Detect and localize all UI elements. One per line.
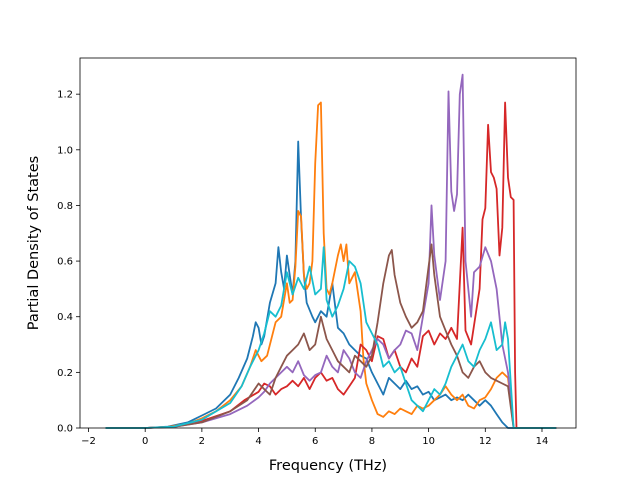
plot-area-frame <box>79 57 577 429</box>
x-tick-label: −2 <box>81 436 96 447</box>
y-tick-label: 1.0 <box>57 145 73 156</box>
y-tick-label: 1.2 <box>57 90 73 101</box>
y-tick-label: 0.4 <box>57 312 73 323</box>
y-tick-label: 0.6 <box>57 257 73 268</box>
y-tick-label: 0.0 <box>57 424 73 435</box>
x-tick-label: 12 <box>479 436 492 447</box>
x-tick-label: 2 <box>199 436 205 447</box>
y-tick-label: 0.2 <box>57 368 73 379</box>
x-tick-label: 8 <box>369 436 375 447</box>
series-line-4 <box>105 73 557 429</box>
ticks-layer: −2 0 2 4 6 8 10 12 14 0.0 0.2 0.4 0.6 0.8 1.0 1.2 <box>57 90 548 447</box>
series-line-1 <box>105 140 557 429</box>
series-layer <box>105 73 557 429</box>
series-line-6 <box>105 246 557 429</box>
x-tick-label: 14 <box>536 436 549 447</box>
y-axis-title: Partial Density of States <box>26 156 42 330</box>
x-tick-label: 10 <box>422 436 435 447</box>
x-tick-label: 6 <box>312 436 318 447</box>
y-tick-label: 0.8 <box>57 201 73 212</box>
series-line-2 <box>105 101 557 429</box>
series-line-5 <box>105 243 557 429</box>
x-tick-label: 4 <box>255 436 261 447</box>
x-tick-label: 0 <box>142 436 148 447</box>
x-axis-title: Frequency (THz) <box>269 458 387 474</box>
